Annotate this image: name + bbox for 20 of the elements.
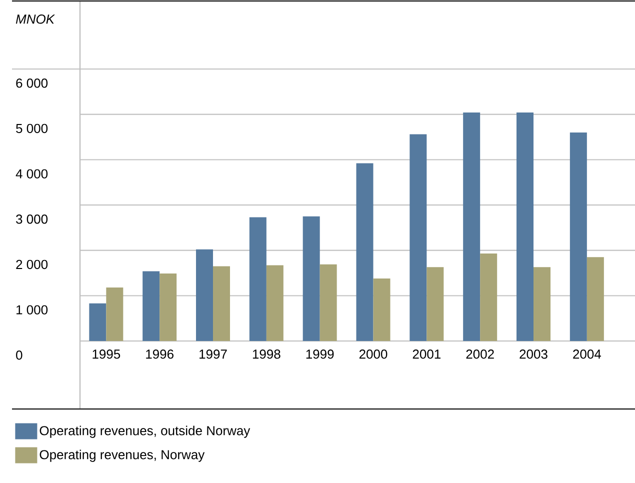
x-tick-label: 2004 [573,350,601,359]
legend-label: Operating revenues, Norway [40,450,205,462]
y-tick-label: 2 000 [16,260,48,270]
x-tick-label: 2002 [466,350,494,359]
x-tick-label: 1998 [252,350,280,359]
x-tick-label: 1996 [146,350,174,359]
x-tick-label: 2001 [412,350,440,359]
legend-label: Operating revenues, outside Norway [40,426,250,438]
y-tick-label: 0 [16,350,22,360]
x-tick-label: 1999 [306,350,334,359]
y-tick-label: 3 000 [16,214,48,224]
y-tick-label: 5 000 [16,124,48,134]
x-tick-label: 1995 [92,350,120,359]
x-tick-label: 2003 [520,350,548,359]
y-axis-title: MNOK [16,14,56,24]
y-tick-label: 1 000 [16,305,48,314]
x-tick-label: 1997 [200,350,227,359]
y-tick-label: 6 000 [16,78,48,88]
x-tick-label: 2000 [359,350,388,359]
y-tick-label: 4 000 [16,169,48,178]
